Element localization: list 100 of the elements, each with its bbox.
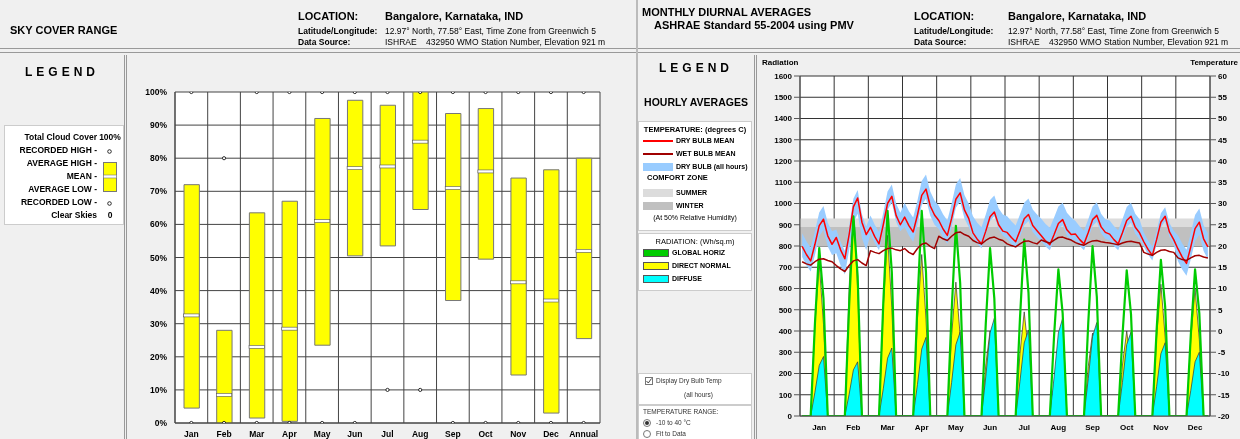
y2-tick-label: -15: [1218, 390, 1231, 400]
y-tick-label: 30%: [149, 318, 168, 329]
x-tick-label: Aug: [1050, 422, 1067, 432]
y-tick-label: 1000: [774, 199, 793, 209]
y-axis-title: Radiation: [762, 58, 799, 67]
text: 12.97° North, 77.58° East, Time Zone from Greenwich 5: [385, 26, 596, 36]
text: 100%: [99, 132, 121, 142]
x-tick-label: Oct: [1120, 422, 1134, 432]
y-tick-label: 40%: [149, 285, 168, 296]
x-tick-label: May: [313, 429, 331, 439]
text: 0: [106, 210, 114, 220]
y-tick-label: 700: [778, 263, 793, 273]
source-note: Data Source:: [298, 37, 351, 47]
y2-tick-label: 50: [1218, 114, 1228, 124]
x-tick-label: Apr: [914, 422, 929, 432]
x-tick-label: Mar: [249, 429, 265, 439]
text: LEGEND: [658, 61, 734, 75]
y-tick-label: 80%: [149, 153, 168, 164]
text: Latitude/Longitude:: [914, 26, 994, 36]
y-tick-label: 100: [778, 390, 793, 400]
y-tick-label: 900: [778, 220, 793, 230]
x-tick-label: Mar: [880, 422, 895, 432]
x-tick-label: Feb: [216, 429, 232, 439]
y-tick-label: 600: [778, 284, 793, 294]
y-tick-label: 70%: [149, 186, 168, 197]
y2-tick-label: 60: [1218, 71, 1228, 81]
y2-tick-label: -5: [1218, 348, 1226, 358]
text: Latitude/Longitude:: [298, 26, 378, 36]
y2-tick-label: 5: [1218, 305, 1223, 315]
text: AVERAGE LOW -: [27, 184, 97, 194]
text: SKY COVER RANGE: [10, 24, 118, 36]
text: HOURLY AVERAGES: [643, 96, 749, 108]
text: LOCATION:: [914, 10, 975, 22]
x-tick-label: Jan: [812, 422, 827, 432]
text: LOCATION:: [298, 10, 359, 22]
y-tick-label: 1500: [774, 93, 793, 103]
y2-tick-label: 35: [1218, 178, 1228, 188]
x-tick-label: Sep: [445, 429, 461, 439]
text: Total Cloud Cover: [23, 132, 97, 142]
x-tick-label: Aug: [411, 429, 429, 439]
y-tick-label: 400: [778, 326, 793, 336]
x-tick-label: May: [948, 422, 965, 432]
text: 12.97° North, 77.58° East, Time Zone from Greenwich 5: [1008, 26, 1219, 36]
y-tick-label: 1400: [774, 114, 793, 124]
text: ISHRAE 432950 WMO Station Number, Elevation 921 m: [385, 37, 606, 47]
y-tick-label: 60%: [149, 219, 168, 230]
text: LEGEND: [24, 65, 100, 79]
x-tick-label: Jul: [1018, 422, 1030, 432]
x-tick-label: Apr: [282, 429, 298, 439]
y-tick-label: 0%: [154, 418, 168, 429]
x-tick-label: Oct: [478, 429, 493, 439]
y2-tick-label: 55: [1218, 93, 1228, 103]
x-tick-label: Annual: [569, 429, 599, 439]
text: ISHRAE 432950 WMO Station Number, Elevation 921 m: [1008, 37, 1229, 47]
y-tick-label: 90%: [149, 120, 168, 131]
chart-title: MONTHLY DIURNAL AVERAGES: [642, 6, 812, 18]
text: Bangalore, Karnataka, IND: [1008, 10, 1147, 22]
y2-tick-label: 30: [1218, 199, 1228, 209]
y2-tick-label: 40: [1218, 156, 1228, 166]
y2-tick-label: 20: [1218, 241, 1228, 251]
chart-subtitle: ASHRAE Standard 55-2004 using PMV: [654, 19, 854, 31]
y2-tick-label: 15: [1218, 263, 1228, 273]
y-tick-label: 1100: [774, 178, 793, 188]
y-tick-label: 200: [778, 369, 793, 379]
y-tick-label: 500: [778, 305, 793, 315]
y2-tick-label: -20: [1218, 411, 1231, 421]
x-tick-label: Dec: [543, 429, 560, 439]
text: Clear Skies: [50, 210, 97, 220]
text: RECORDED LOW -: [19, 197, 97, 207]
y-tick-label: 1600: [774, 71, 793, 81]
y-tick-label: 1300: [774, 135, 793, 145]
x-tick-label: Jun: [347, 429, 363, 439]
y-tick-label: 100%: [145, 87, 168, 98]
source-note: Data Source:: [914, 37, 967, 47]
y2-tick-label: -10: [1218, 369, 1231, 379]
y2-tick-label: 25: [1218, 220, 1228, 230]
y-tick-label: 20%: [149, 351, 168, 362]
y2-tick-label: 0: [1218, 326, 1223, 336]
x-tick-label: Nov: [510, 429, 527, 439]
y-tick-label: 800: [778, 241, 793, 251]
x-tick-label: Sep: [1085, 422, 1100, 432]
x-tick-label: Dec: [1187, 422, 1203, 432]
x-tick-label: Jan: [184, 429, 199, 439]
x-tick-label: Feb: [846, 422, 861, 432]
y-tick-label: 50%: [149, 252, 168, 263]
text: AVERAGE HIGH -: [25, 158, 97, 168]
y-tick-label: 10%: [149, 384, 168, 395]
y-tick-label: 0: [787, 411, 793, 421]
text: RECORDED HIGH -: [18, 145, 97, 155]
y2-axis-title: Temperature: [1190, 58, 1238, 67]
y-tick-label: 300: [778, 348, 793, 358]
y-tick-label: 1200: [774, 156, 793, 166]
x-tick-label: Nov: [1153, 422, 1169, 432]
text: Bangalore, Karnataka, IND: [385, 10, 524, 22]
text: MEAN -: [65, 171, 97, 181]
line-series: [801, 231, 1209, 273]
x-tick-label: Jul: [381, 429, 394, 439]
y2-tick-label: 10: [1218, 284, 1228, 294]
y2-tick-label: 45: [1218, 135, 1228, 145]
x-tick-label: Jun: [982, 422, 998, 432]
